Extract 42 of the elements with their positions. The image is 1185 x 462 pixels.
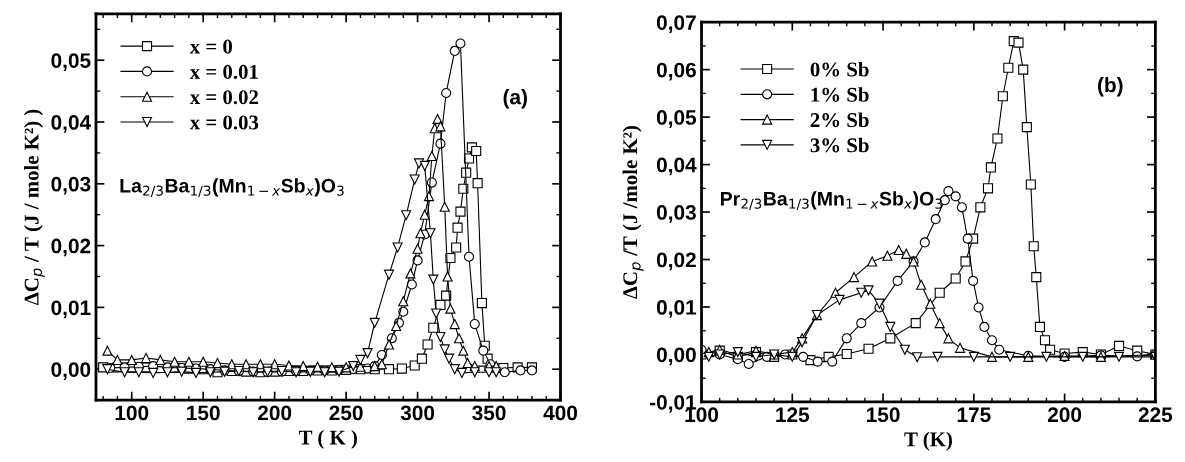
- y-axis-title: ΔC$_{p}$ /T (J /mole K²): [622, 126, 644, 299]
- y-tick-label: 0,05: [656, 110, 697, 128]
- y-tick-label: 0,04: [51, 115, 92, 133]
- y-tick-label: 0,02: [51, 238, 91, 257]
- legend-label: 0% Sb: [810, 61, 869, 77]
- legend-label: x = 0.01: [189, 64, 258, 80]
- x-axis-title: T (K): [904, 431, 952, 451]
- x-tick-label: 225: [1138, 407, 1173, 423]
- y-tick-label: 0,06: [656, 62, 696, 81]
- y-tick-label: 0,04: [656, 157, 697, 176]
- legend-label: 2% Sb: [810, 112, 869, 128]
- y-tick-label: 0,07: [656, 15, 696, 33]
- legend-label: 1% Sb: [811, 87, 869, 102]
- y-tick-label: 0,05: [51, 53, 91, 71]
- legend-label: x = 0.02: [189, 90, 258, 105]
- x-tick-label: 100: [115, 405, 149, 421]
- y-tick-label: 0,00: [656, 347, 696, 366]
- x-tick-label: 300: [400, 405, 435, 421]
- annotation: (a): [503, 89, 527, 109]
- y-tick-label: 0,01: [656, 300, 697, 318]
- legend-label: x = 0: [189, 39, 233, 54]
- y-tick-label: 0,02: [656, 252, 696, 271]
- y-axis-title: ΔC$_{p}$ / T (J / mole K²) ): [23, 109, 45, 306]
- x-tick-label: 200: [257, 405, 292, 421]
- x-tick-label: 175: [957, 407, 991, 423]
- legend-label: x = 0.03: [189, 115, 259, 130]
- y-tick-label: 0,00: [51, 362, 91, 380]
- x-tick-label: 350: [472, 405, 506, 421]
- text: La$_{2/3}$Ba$_{1/3}$(Mn$_{1−x}$Sb$_{x}$)O$_{3}$: [120, 178, 344, 197]
- legend-label: 3% Sb: [810, 137, 869, 153]
- y-tick-label: 0,01: [51, 300, 91, 319]
- x-tick-label: 150: [867, 407, 900, 423]
- x-tick-label: 400: [543, 405, 578, 421]
- x-tick-label: 150: [187, 405, 220, 421]
- annotation: (b): [1098, 77, 1123, 97]
- text: Pr$_{2/3}$Ba$_{1/3}$(Mn$_{1−x}$Sb$_{x}$)O$_{3}$: [720, 191, 942, 210]
- x-axis-title: T ( K ): [298, 429, 357, 449]
- y-tick-label: 0,03: [656, 205, 696, 223]
- x-tick-label: 125: [776, 407, 810, 423]
- x-tick-label: 200: [1047, 407, 1082, 423]
- x-tick-label: 250: [329, 405, 363, 421]
- y-tick-label: 0,03: [51, 176, 91, 195]
